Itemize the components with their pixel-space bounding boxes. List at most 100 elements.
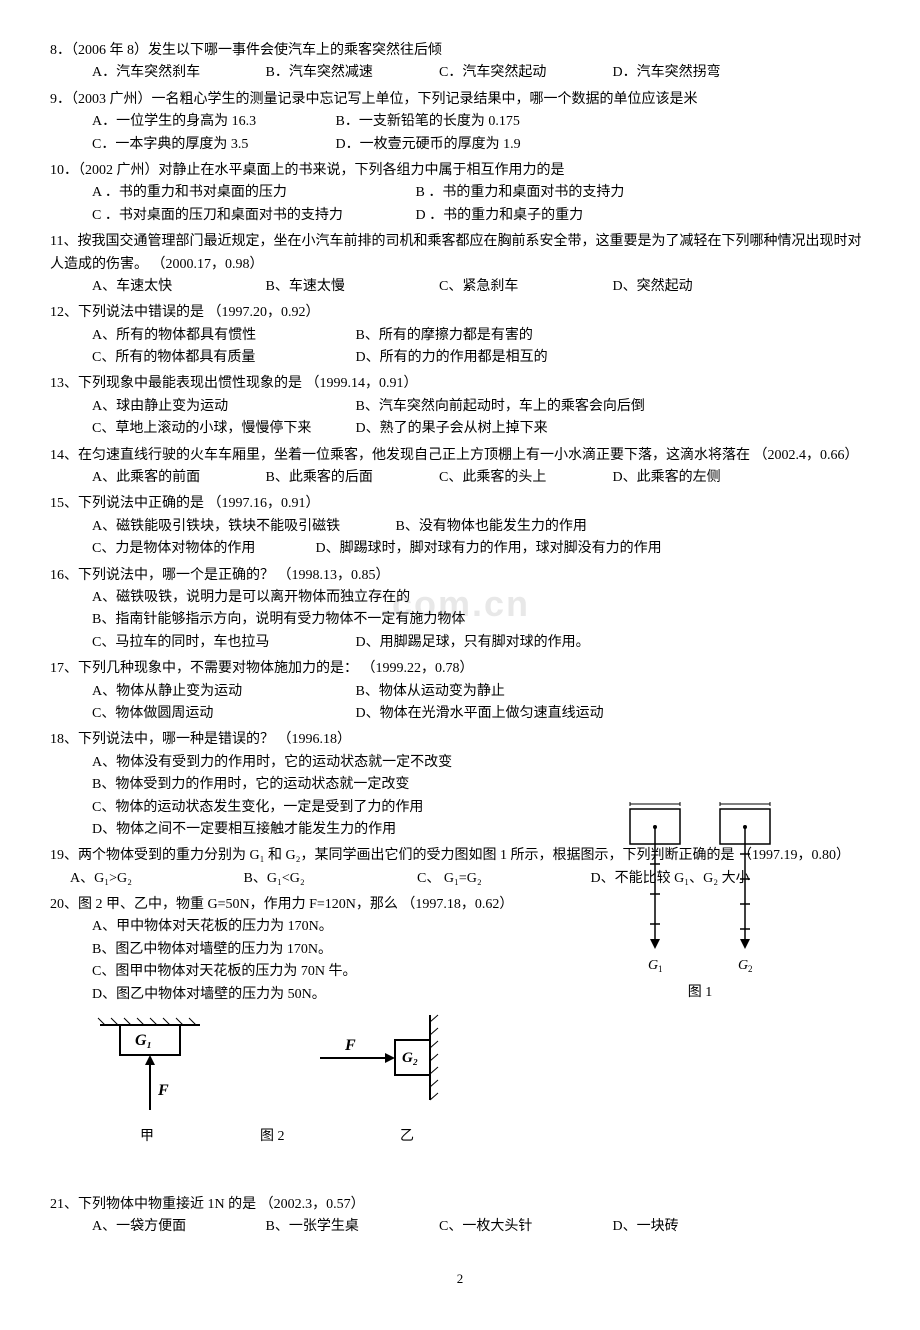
q12-opt-b: B、所有的摩擦力都是有害的 [356,325,533,347]
q13-options-row2: C、草地上滚动的小球，慢慢停下来 D、熟了的果子会从树上掉下来 [50,418,870,440]
q8-opt-c: C．汽车突然起动 [439,62,609,84]
svg-text:2: 2 [748,964,753,974]
q16-options-row3: C、马拉车的同时，车也拉马 D、用脚踢足球，只有脚对球的作用。 [50,632,870,654]
q8-opt-b: B．汽车突然减速 [266,62,436,84]
question-11: 11、按我国交通管理部门最近规定，坐在小汽车前排的司机和乘客都应在胸前系安全带，… [50,231,870,298]
q9-opt-d: D．一枚壹元硬币的厚度为 1.9 [336,134,521,156]
q15-opt-a: A、磁铁能吸引铁块，铁块不能吸引磁铁 [92,516,392,538]
svg-text:G₁: G₁ [135,1032,152,1049]
q13-stem: 13、下列现象中最能表现出惯性现象的是 （1999.14，0.91） [50,373,870,395]
q19-opt-b: B、G₁<G₂ [244,868,414,890]
q12-opt-a: A、所有的物体都具有惯性 [92,325,352,347]
question-9: 9．（2003 广州）一名粗心学生的测量记录中忘记写上单位，下列记录结果中，哪一… [50,89,870,156]
q17-opt-d: D、物体在光滑水平面上做匀速直线运动 [356,703,604,725]
q15-options-row1: A、磁铁能吸引铁块，铁块不能吸引磁铁 B、没有物体也能发生力的作用 [50,516,870,538]
q19-opt-a: A、G₁>G₂ [70,868,240,890]
q12-options-row2: C、所有的物体都具有质量 D、所有的力的作用都是相互的 [50,347,870,369]
q9-options-row2: C．一本字典的厚度为 3.5 D．一枚壹元硬币的厚度为 1.9 [50,134,870,156]
q14-opt-d: D、此乘客的左侧 [613,467,783,489]
q12-opt-c: C、所有的物体都具有质量 [92,347,352,369]
q17-opt-a: A、物体从静止变为运动 [92,681,352,703]
q18-opt-a: A、物体没有受到力的作用时，它的运动状态就一定不改变 [50,752,870,774]
q15-stem: 15、下列说法中正确的是 （1997.16，0.91） [50,493,870,515]
q13-opt-c: C、草地上滚动的小球，慢慢停下来 [92,418,352,440]
q10-options-row2: C ．书对桌面的压刀和桌面对书的支持力 D ．书的重力和桌子的重力 [50,205,870,227]
q9-opt-c: C．一本字典的厚度为 3.5 [92,134,332,156]
q16-opt-d: D、用脚踢足球，只有脚对球的作用。 [356,632,590,654]
svg-text:G: G [738,958,748,973]
page-number: 2 [50,1269,870,1290]
q15-opt-d: D、脚踢球时，脚对球有力的作用，球对脚没有力的作用 [316,538,662,560]
q19-opt-c: C、 G₁=G₂ [417,868,587,890]
q10-stem: 10．（2002 广州）对静止在水平桌面上的书来说，下列各组力中属于相互作用力的… [50,160,870,182]
q10-options-row1: A ．书的重力和书对桌面的压力 B ．书的重力和桌面对书的支持力 [50,182,870,204]
q11-options: A、车速太快 B、车速太慢 C、紧急刹车 D、突然起动 [50,276,870,298]
q21-opt-d: D、一块砖 [613,1216,783,1238]
q11-opt-c: C、紧急刹车 [439,276,609,298]
svg-text:F: F [157,1082,169,1099]
q11-opt-b: B、车速太慢 [266,276,436,298]
q16-stem: 16、下列说法中，哪一个是正确的？ （1998.13，0.85） [50,565,870,587]
q21-opt-c: C、一枚大头针 [439,1216,609,1238]
q11-opt-a: A、车速太快 [92,276,262,298]
q14-options: A、此乘客的前面 B、此乘客的后面 C、此乘客的头上 D、此乘客的左侧 [50,467,870,489]
q10-opt-d: D ．书的重力和桌子的重力 [416,205,584,227]
q12-options-row1: A、所有的物体都具有惯性 B、所有的摩擦力都是有害的 [50,325,870,347]
figure-2-svg: G₁ F 甲 G₂ F 乙 图 2 [90,1010,470,1150]
q17-stem: 17、下列几种现象中，不需要对物体施加力的是： （1999.22，0.78） [50,658,870,680]
figure-2: G₁ F 甲 G₂ F 乙 图 2 [50,1010,870,1190]
q8-options: A．汽车突然刹车 B．汽车突然减速 C．汽车突然起动 D．汽车突然拐弯 [50,62,870,84]
question-20: 20、图 2 甲、乙中，物重 G=50N，作用力 F=120N，那么 （1997… [50,894,870,1190]
q8-stem: 8．（2006 年 8）发生以下哪一事件会使汽车上的乘客突然往后倾 [50,40,870,62]
q8-opt-a: A．汽车突然刹车 [92,62,262,84]
q10-opt-b: B ．书的重力和桌面对书的支持力 [416,182,625,204]
q9-stem: 9．（2003 广州）一名粗心学生的测量记录中忘记写上单位，下列记录结果中，哪一… [50,89,870,111]
question-14: 14、在匀速直线行驶的火车车厢里，坐着一位乘客，他发现自己正上方顶棚上有一小水滴… [50,445,870,490]
q21-options: A、一袋方便面 B、一张学生桌 C、一枚大头针 D、一块砖 [50,1216,870,1238]
question-12: 12、下列说法中错误的是 （1997.20，0.92） A、所有的物体都具有惯性… [50,302,870,369]
q14-opt-a: A、此乘客的前面 [92,467,262,489]
svg-text:G: G [648,958,658,973]
figure-1: G1 G2 图 1 [600,794,800,1005]
q15-options-row2: C、力是物体对物体的作用 D、脚踢球时，脚对球有力的作用，球对脚没有力的作用 [50,538,870,560]
q12-opt-d: D、所有的力的作用都是相互的 [356,347,548,369]
q17-options-row1: A、物体从静止变为运动 B、物体从运动变为静止 [50,681,870,703]
q21-stem: 21、下列物体中物重接近 1N 的是 （2002.3，0.57） [50,1194,870,1216]
q16-opt-c: C、马拉车的同时，车也拉马 [92,632,352,654]
q10-opt-a: A ．书的重力和书对桌面的压力 [92,182,412,204]
svg-text:乙: 乙 [400,1128,414,1144]
q21-opt-b: B、一张学生桌 [266,1216,436,1238]
q13-options-row1: A、球由静止变为运动 B、汽车突然向前起动时，车上的乘客会向后倒 [50,396,870,418]
q18-stem: 18、下列说法中，哪一种是错误的？ （1996.18） [50,729,870,751]
q9-opt-a: A．一位学生的身高为 16.3 [92,111,332,133]
q13-opt-a: A、球由静止变为运动 [92,396,352,418]
q11-stem: 11、按我国交通管理部门最近规定，坐在小汽车前排的司机和乘客都应在胸前系安全带，… [50,231,870,276]
q16-opt-a: A、磁铁吸铁，说明力是可以离开物体而独立存在的 [50,587,870,609]
figure-1-caption: 图 1 [600,982,800,1004]
q14-stem: 14、在匀速直线行驶的火车车厢里，坐着一位乘客，他发现自己正上方顶棚上有一小水滴… [50,445,870,467]
svg-text:图 2: 图 2 [260,1129,285,1144]
question-8: 8．（2006 年 8）发生以下哪一事件会使汽车上的乘客突然往后倾 A．汽车突然… [50,40,870,85]
q21-opt-a: A、一袋方便面 [92,1216,262,1238]
q12-stem: 12、下列说法中错误的是 （1997.20，0.92） [50,302,870,324]
q10-opt-c: C ．书对桌面的压刀和桌面对书的支持力 [92,205,412,227]
q9-options-row1: A．一位学生的身高为 16.3 B．一支新铅笔的长度为 0.175 [50,111,870,133]
figure-1-svg: G1 G2 [600,794,800,984]
question-16: .com.cn 16、下列说法中，哪一个是正确的？ （1998.13，0.85）… [50,565,870,655]
q14-opt-b: B、此乘客的后面 [266,467,436,489]
svg-text:甲: 甲 [140,1129,154,1144]
q17-opt-b: B、物体从运动变为静止 [356,681,505,703]
svg-text:1: 1 [658,964,663,974]
q15-opt-b: B、没有物体也能发生力的作用 [396,516,587,538]
q13-opt-b: B、汽车突然向前起动时，车上的乘客会向后倒 [356,396,645,418]
q17-options-row2: C、物体做圆周运动 D、物体在光滑水平面上做匀速直线运动 [50,703,870,725]
svg-text:G₂: G₂ [402,1050,418,1066]
q9-opt-b: B．一支新铅笔的长度为 0.175 [336,111,520,133]
question-17: 17、下列几种现象中，不需要对物体施加力的是： （1999.22，0.78） A… [50,658,870,725]
question-21: 21、下列物体中物重接近 1N 的是 （2002.3，0.57） A、一袋方便面… [50,1194,870,1239]
q11-opt-d: D、突然起动 [613,276,783,298]
q13-opt-d: D、熟了的果子会从树上掉下来 [356,418,548,440]
svg-text:F: F [344,1037,356,1054]
q15-opt-c: C、力是物体对物体的作用 [92,538,312,560]
question-15: 15、下列说法中正确的是 （1997.16，0.91） A、磁铁能吸引铁块，铁块… [50,493,870,560]
